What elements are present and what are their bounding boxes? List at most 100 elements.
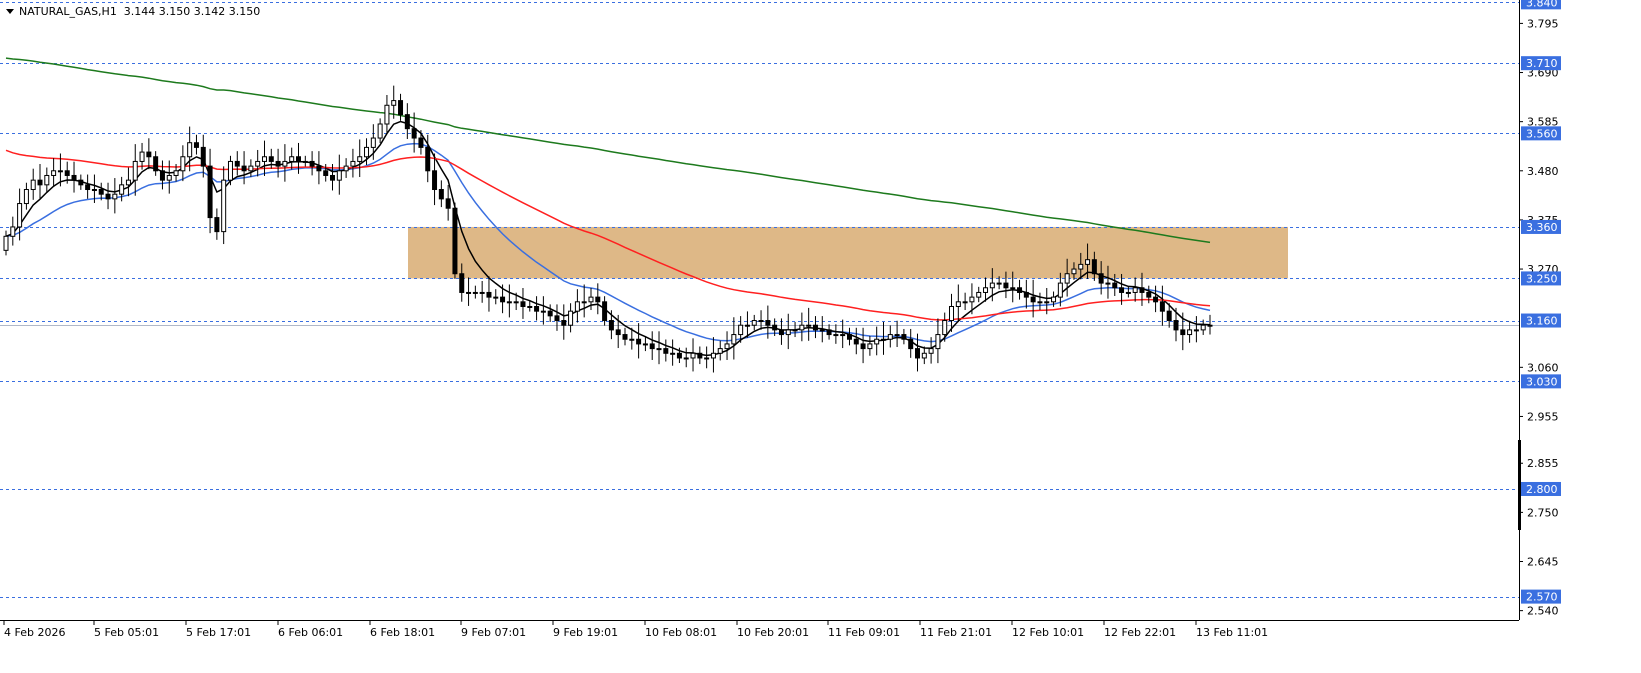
candle-body[interactable] <box>78 179 84 186</box>
dropdown-triangle-icon[interactable] <box>6 9 14 14</box>
candle-body[interactable] <box>146 151 152 158</box>
candle-body[interactable] <box>309 160 315 167</box>
candle-body[interactable] <box>901 334 907 340</box>
candle-body[interactable] <box>261 156 267 162</box>
candle-body[interactable] <box>1125 291 1131 294</box>
candle-body[interactable] <box>846 334 852 340</box>
candle-body[interactable] <box>1180 329 1186 336</box>
candle-body[interactable] <box>153 156 159 172</box>
candle-body[interactable] <box>166 174 172 181</box>
candle-body[interactable] <box>1166 310 1172 322</box>
candle-body[interactable] <box>867 343 873 350</box>
candle-body[interactable] <box>1105 282 1111 285</box>
candle-body[interactable] <box>418 137 424 148</box>
candle-body[interactable] <box>459 273 465 293</box>
candle-body[interactable] <box>1051 296 1057 303</box>
candle-body[interactable] <box>268 156 274 162</box>
candle-body[interactable] <box>697 352 703 359</box>
candle-body[interactable] <box>969 296 975 303</box>
candle-body[interactable] <box>676 352 682 359</box>
candle-body[interactable] <box>255 160 261 167</box>
level-price-badge[interactable] <box>1521 481 1561 496</box>
candle-body[interactable] <box>649 343 655 350</box>
candle-body[interactable] <box>1017 287 1023 293</box>
candle-body[interactable] <box>10 226 16 237</box>
candle-body[interactable] <box>343 165 349 172</box>
candle-body[interactable] <box>302 160 308 163</box>
candle-body[interactable] <box>955 301 961 307</box>
candle-body[interactable] <box>915 348 921 359</box>
candle-body[interactable] <box>928 348 934 354</box>
candle-body[interactable] <box>642 343 648 346</box>
candle-body[interactable] <box>119 184 125 195</box>
candle-body[interactable] <box>227 160 233 181</box>
ma-slow-line[interactable] <box>5 149 1211 321</box>
candle-body[interactable] <box>85 184 91 191</box>
candle-body[interactable] <box>323 170 329 176</box>
level-price-badge[interactable] <box>1521 313 1561 328</box>
level-price-badge[interactable] <box>1521 56 1561 71</box>
candle-body[interactable] <box>432 170 438 191</box>
level-price-badge[interactable] <box>1521 219 1561 234</box>
candle-body[interactable] <box>554 315 560 322</box>
level-price-badge[interactable] <box>1521 126 1561 141</box>
candle-body[interactable] <box>500 296 506 303</box>
candle-body[interactable] <box>295 156 301 162</box>
candle-body[interactable] <box>758 320 764 323</box>
level-price-badge[interactable] <box>1521 589 1561 604</box>
candle-body[interactable] <box>248 165 254 172</box>
candle-body[interactable] <box>466 291 472 294</box>
candle-body[interactable] <box>452 207 458 275</box>
candle-body[interactable] <box>540 310 546 313</box>
candle-body[interactable] <box>840 334 846 337</box>
candle-body[interactable] <box>91 189 97 192</box>
candle-body[interactable] <box>738 324 744 336</box>
candle-body[interactable] <box>1085 259 1091 265</box>
candle-body[interactable] <box>1057 282 1063 298</box>
candle-body[interactable] <box>962 301 968 304</box>
candle-body[interactable] <box>629 338 635 341</box>
candle-body[interactable] <box>663 348 669 354</box>
candle-body[interactable] <box>23 189 29 205</box>
candle-body[interactable] <box>656 348 662 351</box>
candle-body[interactable] <box>602 301 608 322</box>
candle-body[interactable] <box>44 174 50 186</box>
candle-body[interactable] <box>983 287 989 293</box>
candle-body[interactable] <box>241 165 247 172</box>
candle-body[interactable] <box>921 352 927 359</box>
candle-body[interactable] <box>207 165 213 219</box>
candle-body[interactable] <box>1010 287 1016 290</box>
candle-body[interactable] <box>989 282 995 289</box>
candle-body[interactable] <box>778 329 784 336</box>
candle-body[interactable] <box>159 170 165 181</box>
candle-body[interactable] <box>384 104 390 125</box>
candle-body[interactable] <box>874 338 880 345</box>
candle-body[interactable] <box>125 179 131 186</box>
candle-body[interactable] <box>1023 291 1029 298</box>
candle-body[interactable] <box>527 305 533 308</box>
candle-body[interactable] <box>636 338 642 345</box>
candle-body[interactable] <box>98 189 104 195</box>
candle-body[interactable] <box>581 301 587 304</box>
candle-body[interactable] <box>71 174 77 181</box>
candle-body[interactable] <box>330 174 336 181</box>
candle-body[interactable] <box>731 334 737 345</box>
candle-body[interactable] <box>214 217 220 233</box>
candle-body[interactable] <box>942 320 948 336</box>
candle-body[interactable] <box>785 329 791 336</box>
candle-body[interactable] <box>506 301 512 304</box>
candle-body[interactable] <box>1044 301 1050 304</box>
candle-body[interactable] <box>493 296 499 299</box>
candle-body[interactable] <box>568 310 574 326</box>
candle-body[interactable] <box>132 160 138 181</box>
candle-body[interactable] <box>3 235 9 251</box>
candle-body[interactable] <box>887 334 893 340</box>
candle-body[interactable] <box>1037 301 1043 304</box>
level-price-badge[interactable] <box>1521 0 1561 10</box>
candle-body[interactable] <box>806 324 812 327</box>
candle-body[interactable] <box>438 189 444 200</box>
candle-body[interactable] <box>234 160 240 167</box>
candle-body[interactable] <box>17 203 23 228</box>
candle-body[interactable] <box>935 334 941 350</box>
candle-body[interactable] <box>180 156 186 172</box>
